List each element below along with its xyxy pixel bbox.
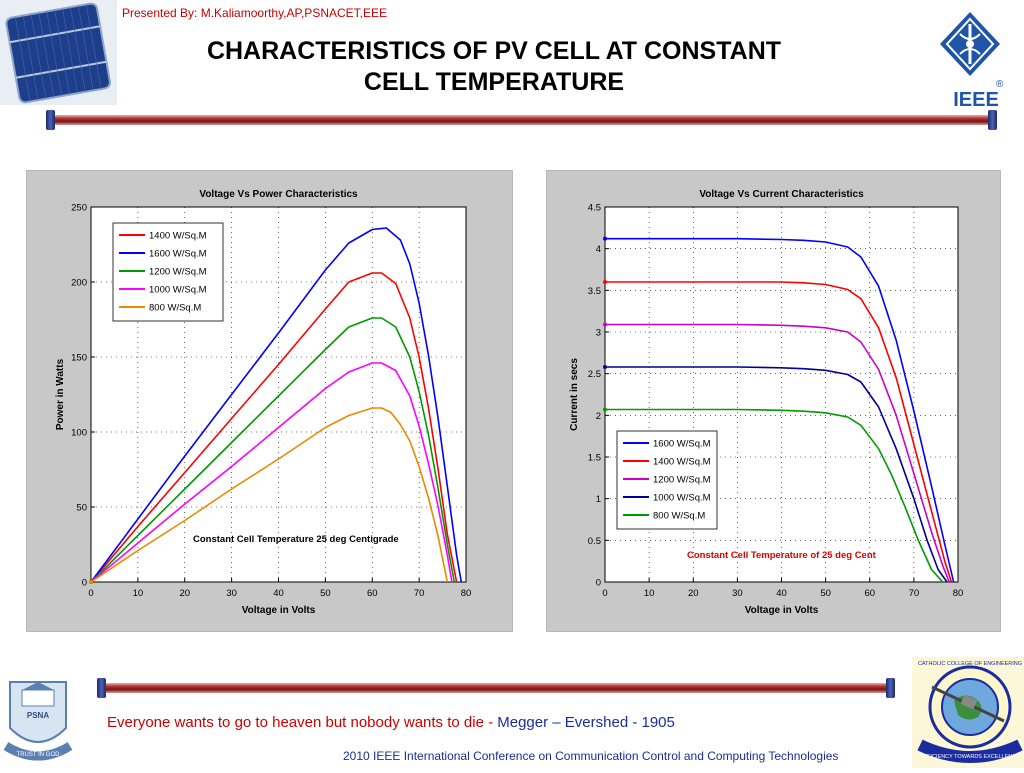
power-chart-series-line-2 — [90, 317, 456, 583]
power-chart-y-tick-label: 150 — [71, 353, 87, 364]
bottom-divider — [104, 683, 890, 693]
solar-cell-image — [0, 0, 117, 105]
current-chart-x-tick-label: 80 — [953, 588, 964, 599]
top-divider — [54, 115, 992, 125]
college-seal-motto: EFFICIENCY TOWARDS EXCELLENCE — [920, 754, 1020, 760]
current-chart-x-tick-label: 60 — [864, 588, 875, 599]
quote-author: Megger – Evershed - 1905 — [497, 714, 675, 731]
current-chart-title: Voltage Vs Current Characteristics — [699, 189, 864, 200]
bottom-divider-right-cap — [886, 678, 895, 698]
current-chart-legend-label: 1400 W/Sq.M — [653, 457, 711, 468]
current-chart-x-tick-label: 10 — [644, 588, 655, 599]
quote-text: Everyone wants to go to heaven but nobod… — [107, 714, 498, 731]
current-chart-series-line-4 — [605, 408, 944, 583]
current-chart-y-tick-label: 1.5 — [588, 453, 601, 464]
power-chart-x-tick-label: 0 — [88, 588, 93, 599]
current-chart-series-start-point-3 — [603, 365, 607, 369]
power-chart-legend-label: 1400 W/Sq.M — [149, 231, 207, 242]
registered-mark: ® — [996, 79, 1004, 90]
power-chart-x-tick-label: 60 — [367, 588, 378, 599]
power-chart-y-tick-label: 100 — [71, 428, 87, 439]
power-chart: Voltage Vs Power Characteristics 0 10 20 30 4… — [55, 189, 472, 616]
psna-logo-text: PSNA — [27, 711, 49, 720]
current-chart-x-tick-label: 70 — [909, 588, 920, 599]
power-chart-y-tick-label: 50 — [76, 503, 87, 514]
current-chart-x-tick-label: 30 — [732, 588, 743, 599]
current-chart-series-line-0 — [605, 237, 955, 583]
power-chart-series-start-point-4 — [89, 580, 93, 584]
current-chart-series-line-3 — [605, 366, 948, 583]
conference-name: 2010 IEEE International Conference on Co… — [343, 749, 839, 763]
power-chart-x-tick-label: 30 — [226, 588, 237, 599]
current-chart-annotation: Constant Cell Temperature of 25 deg Cent — [687, 550, 877, 561]
current-chart-x-tick-label: 50 — [820, 588, 831, 599]
current-chart-series-line-2 — [605, 323, 950, 583]
power-chart-x-tick-label: 50 — [320, 588, 331, 599]
top-divider-left-cap — [46, 110, 55, 130]
current-chart-x-tick-label: 0 — [602, 588, 607, 599]
current-chart-panel: Voltage Vs Current Characteristics 0 10 20 3… — [546, 170, 1001, 632]
power-chart-x-tick-label: 20 — [179, 588, 190, 599]
current-chart-x-axis-label: Voltage in Volts — [745, 605, 819, 616]
current-chart-legend-label: 1200 W/Sq.M — [653, 475, 711, 486]
college-seal-ring-text: CATHOLIC COLLEGE OF ENGINEERING — [918, 661, 1022, 667]
slide-title-line1: CHARACTERISTICS OF PV CELL AT CONSTANT — [206, 37, 782, 65]
current-chart-y-tick-label: 4 — [596, 244, 601, 255]
current-chart-y-tick-label: 0.5 — [588, 536, 601, 547]
power-chart-x-tick-label: 10 — [133, 588, 144, 599]
power-chart-y-tick-label: 200 — [71, 278, 87, 289]
ieee-logo-text: IEEE — [953, 89, 999, 110]
power-chart-y-axis-label: Power in Watts — [55, 358, 66, 430]
footer-quote: Everyone wants to go to heaven but nobod… — [107, 714, 675, 731]
power-chart-panel: Voltage Vs Power Characteristics 0 10 20 30 4… — [26, 170, 513, 632]
power-chart-x-tick-label: 40 — [273, 588, 284, 599]
power-chart-series-line-1 — [90, 227, 463, 583]
bottom-divider-left-cap — [97, 678, 106, 698]
power-chart-annotation: Constant Cell Temperature 25 deg Centigr… — [193, 534, 399, 545]
current-chart-x-tick-label: 20 — [688, 588, 699, 599]
power-chart-legend-label: 800 W/Sq.M — [149, 303, 201, 314]
slide-title-line2: CELL TEMPERATURE — [363, 68, 625, 96]
current-chart-series-start-point-0 — [603, 236, 607, 241]
slide-title: CHARACTERISTICS OF PV CELL AT CONSTANT C… — [120, 36, 868, 98]
power-chart-series-line-0 — [90, 272, 458, 583]
current-chart-x-tick-label: 40 — [776, 588, 787, 599]
top-divider-right-cap — [988, 110, 997, 130]
college-seal-logo: EFFICIENCY TOWARDS EXCELLENCE CATHOLIC C… — [912, 657, 1024, 768]
current-chart-y-tick-label: 2.5 — [588, 369, 601, 380]
power-chart-legend-label: 1600 W/Sq.M — [149, 249, 207, 260]
power-chart-legend-label: 1200 W/Sq.M — [149, 267, 207, 278]
psna-motto: TRUST IN GOD — [17, 752, 61, 758]
presenter-credit: Presented By: M.Kaliamoorthy,AP,PSNACET,… — [122, 6, 388, 20]
power-chart-y-tick-label: 0 — [82, 578, 87, 589]
current-chart-legend-label: 800 W/Sq.M — [653, 511, 705, 522]
psna-logo: PSNA TRUST IN GOD — [2, 676, 74, 766]
current-chart-y-tick-label: 0 — [596, 578, 601, 589]
current-chart-series-start-point-4 — [603, 407, 607, 412]
current-chart-series-start-point-2 — [603, 322, 607, 327]
current-chart-legend-label: 1000 W/Sq.M — [653, 493, 711, 504]
current-chart-legend-label: 1600 W/Sq.M — [653, 439, 711, 450]
power-chart-series-line-3 — [90, 362, 453, 583]
current-chart-y-tick-label: 4.5 — [588, 203, 601, 214]
current-chart-y-axis-label: Current in secs — [569, 358, 580, 431]
current-chart-y-tick-label: 1 — [596, 494, 601, 505]
power-chart-title: Voltage Vs Power Characteristics — [199, 189, 358, 200]
power-chart-x-tick-label: 70 — [414, 588, 425, 599]
power-chart-x-tick-label: 80 — [461, 588, 472, 599]
current-chart-series-start-point-1 — [603, 280, 607, 284]
power-chart-series-line-4 — [90, 407, 449, 583]
power-chart-x-axis-label: Voltage in Volts — [242, 605, 316, 616]
ieee-logo: ® IEEE — [936, 10, 1016, 111]
current-chart-series-line-1 — [605, 281, 953, 583]
current-chart-y-tick-label: 3.5 — [588, 286, 601, 297]
power-chart-legend-label: 1000 W/Sq.M — [149, 285, 207, 296]
power-chart-y-tick-label: 250 — [71, 203, 87, 214]
current-chart-y-tick-label: 2 — [596, 411, 601, 422]
current-chart-y-tick-label: 3 — [596, 328, 601, 339]
